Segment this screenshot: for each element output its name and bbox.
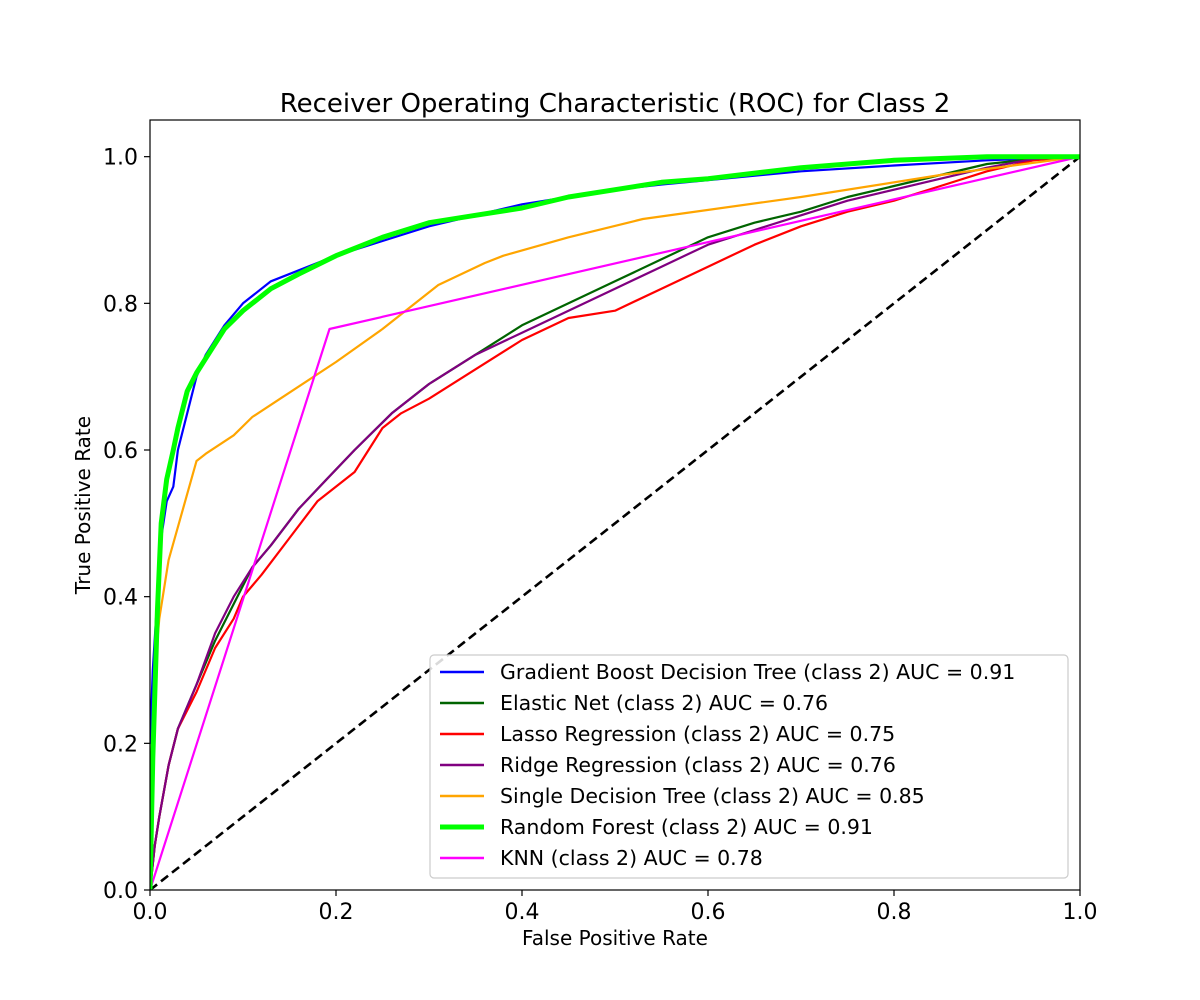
x-tick-label: 0.4 bbox=[505, 900, 540, 925]
legend: Gradient Boost Decision Tree (class 2) A… bbox=[429, 654, 1069, 879]
x-tick-label: 0.2 bbox=[319, 900, 354, 925]
legend-label-elastic-net: Elastic Net (class 2) AUC = 0.76 bbox=[500, 691, 828, 715]
x-tick-label: 0.0 bbox=[133, 900, 168, 925]
legend-label-ridge-regression: Ridge Regression (class 2) AUC = 0.76 bbox=[500, 753, 896, 777]
chance-diagonal-line bbox=[150, 155, 1080, 890]
plot-area: 0.0 0.2 0.4 0.6 0.8 1.0 0.0 0.2 0.4 0.6 0.8 1.0 Grad… bbox=[103, 119, 1098, 925]
y-tick-label: 0.6 bbox=[103, 439, 138, 464]
x-tick-label: 0.8 bbox=[877, 900, 912, 925]
chart-title: Receiver Operating Characteristic (ROC) … bbox=[280, 89, 951, 119]
legend-label-gradient-boost-decision-tree: Gradient Boost Decision Tree (class 2) A… bbox=[500, 660, 1015, 684]
legend-label-knn: KNN (class 2) AUC = 0.78 bbox=[500, 846, 763, 870]
y-tick-label: 0.0 bbox=[103, 879, 138, 904]
series-line-random-forest bbox=[150, 154, 1080, 890]
y-tick-label: 0.4 bbox=[103, 586, 138, 611]
series-line-ridge-regression bbox=[150, 155, 1080, 890]
x-tick-label: 1.0 bbox=[1063, 900, 1098, 925]
legend-label-random-forest: Random Forest (class 2) AUC = 0.91 bbox=[500, 815, 873, 839]
y-axis-title: True Positive Rate bbox=[71, 416, 95, 595]
y-tick-label: 0.8 bbox=[103, 292, 138, 317]
y-tick-label: 0.2 bbox=[103, 732, 138, 757]
x-tick-label: 0.6 bbox=[691, 900, 726, 925]
legend-label-single-decision-tree: Single Decision Tree (class 2) AUC = 0.8… bbox=[500, 784, 925, 808]
axes-frame bbox=[149, 119, 1081, 891]
legend-box bbox=[429, 654, 1069, 879]
x-axis-title: False Positive Rate bbox=[522, 926, 708, 950]
legend-label-lasso-regression: Lasso Regression (class 2) AUC = 0.75 bbox=[500, 722, 895, 746]
y-tick-label: 1.0 bbox=[103, 146, 138, 171]
series-line-knn bbox=[150, 155, 1080, 890]
series-line-single-decision-tree bbox=[150, 155, 1080, 890]
series-line-lasso-regression bbox=[150, 155, 1080, 890]
